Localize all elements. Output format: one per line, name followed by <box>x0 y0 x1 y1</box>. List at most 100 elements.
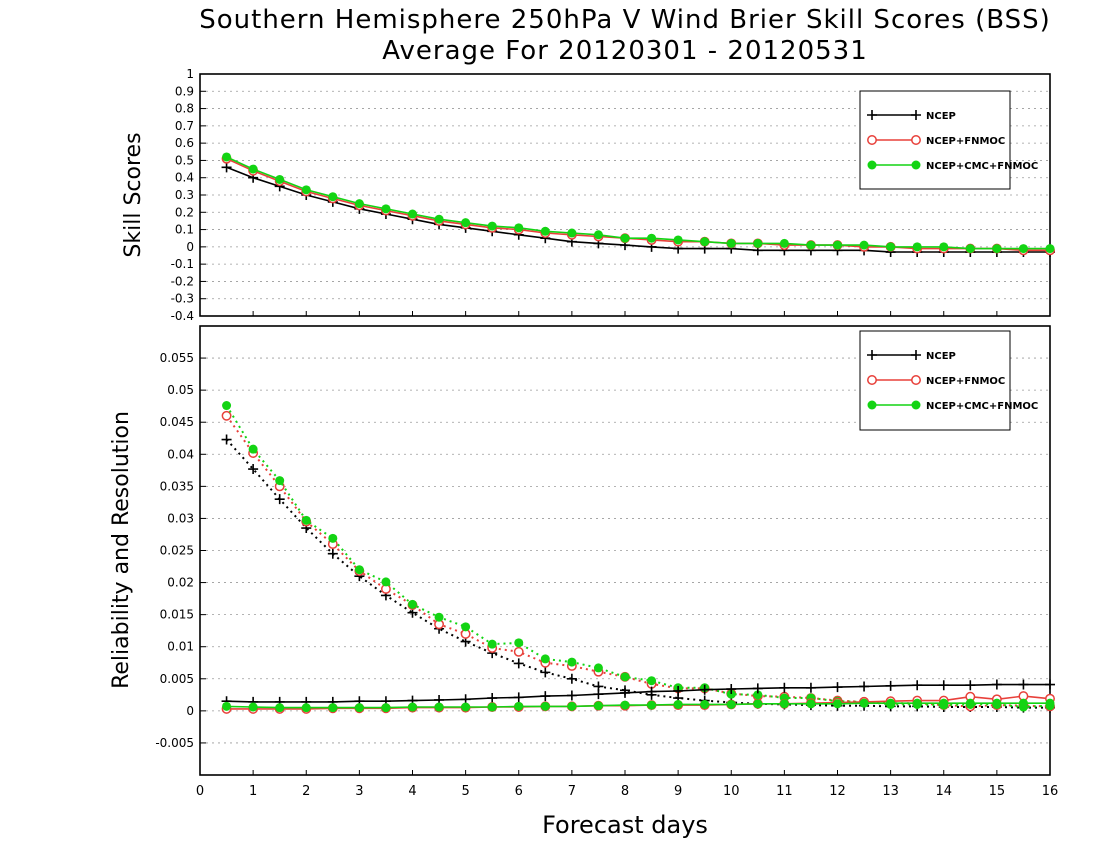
x-tick-label: 11 <box>776 784 793 799</box>
data-point <box>434 214 444 224</box>
y-tick-label: 0.045 <box>160 415 194 429</box>
legend: NCEP NCEP+FNMOC NCEP+CMC+FNMOC <box>859 90 1038 190</box>
data-point <box>726 238 736 248</box>
y-tick-label: 0 <box>186 704 194 718</box>
data-point <box>381 703 391 713</box>
y-tick-label: -0.005 <box>155 736 194 750</box>
data-point <box>833 240 842 250</box>
data-point <box>647 233 657 243</box>
data-point <box>274 494 285 505</box>
data-point <box>381 204 391 214</box>
data-point <box>885 680 896 691</box>
data-point <box>912 242 922 252</box>
x-tick-label: 7 <box>568 784 576 799</box>
data-point <box>833 699 842 709</box>
data-point <box>726 689 736 699</box>
data-point <box>1045 679 1055 690</box>
data-point <box>646 686 657 697</box>
y-axis-label-skill: Skill Scores <box>121 132 146 257</box>
x-tick-label: 2 <box>302 784 310 799</box>
y-tick-label: 0.015 <box>160 608 194 622</box>
data-point <box>673 685 684 696</box>
y-tick-label: 0.9 <box>175 84 194 98</box>
x-tick-label: 5 <box>461 784 469 799</box>
data-point <box>726 684 737 695</box>
data-point <box>673 235 683 245</box>
data-point <box>514 638 524 648</box>
data-point <box>805 682 816 693</box>
legend-label: NCEP+CMC+FNMOC <box>926 401 1038 412</box>
legend-marker <box>911 110 921 120</box>
x-tick-label: 16 <box>1042 784 1059 799</box>
data-point <box>1018 679 1029 690</box>
x-tick-label: 0 <box>196 784 204 799</box>
data-point <box>328 703 338 713</box>
x-tick-label: 13 <box>882 784 899 799</box>
y-tick-label: 0.005 <box>160 672 194 686</box>
legend-marker <box>911 375 921 385</box>
legend-label: NCEP+FNMOC <box>926 376 1005 387</box>
data-point <box>593 701 603 711</box>
chart-title: Southern Hemisphere 250hPa V Wind Brier … <box>199 5 1051 35</box>
data-point <box>275 476 285 486</box>
data-point <box>620 672 630 682</box>
x-tick-label: 9 <box>674 784 682 799</box>
data-point <box>540 667 551 678</box>
y-tick-label: -0.3 <box>171 292 194 306</box>
data-point <box>248 164 258 174</box>
data-point <box>965 244 975 254</box>
y-tick-label: 0.04 <box>167 447 194 461</box>
data-point <box>328 533 338 543</box>
data-point <box>647 676 657 686</box>
y-tick-label: 0.02 <box>167 576 194 590</box>
y-tick-label: 0.2 <box>175 205 194 219</box>
chart-subtitle: Average For 20120301 - 20120531 <box>382 36 868 66</box>
data-point <box>779 699 789 709</box>
data-point <box>434 702 444 712</box>
panel-frame <box>199 73 1051 317</box>
data-point <box>248 702 258 712</box>
data-point <box>301 703 311 713</box>
data-point <box>673 699 683 709</box>
data-point <box>275 703 285 713</box>
legend: NCEP NCEP+FNMOC NCEP+CMC+FNMOC <box>859 330 1038 431</box>
x-tick-label: 6 <box>515 784 523 799</box>
legend-marker <box>911 400 921 410</box>
y-tick-label: -0.4 <box>171 309 194 323</box>
data-point <box>1045 244 1055 254</box>
data-point <box>886 698 896 708</box>
data-point <box>461 218 471 228</box>
data-point <box>301 515 311 525</box>
data-point <box>991 679 1002 690</box>
data-point <box>912 680 923 691</box>
legend-marker <box>867 350 877 360</box>
data-point <box>327 548 338 559</box>
data-point <box>965 698 975 708</box>
data-point <box>514 223 524 233</box>
x-tick-label: 14 <box>935 784 952 799</box>
data-point <box>461 702 471 712</box>
x-axis-label: Forecast days <box>542 811 708 839</box>
data-point <box>540 701 550 711</box>
data-point <box>779 238 789 248</box>
data-point <box>514 701 524 711</box>
y-tick-label: 0.4 <box>175 171 194 185</box>
data-point <box>487 702 497 712</box>
y-tick-label: -0.2 <box>171 274 194 288</box>
data-point <box>620 687 630 698</box>
series-ncep-fnmoc-resolution <box>221 410 1055 712</box>
data-point <box>221 434 232 445</box>
data-point <box>859 240 869 250</box>
data-point <box>699 684 710 695</box>
data-point <box>408 702 417 712</box>
data-point <box>620 233 630 243</box>
y-tick-label: 0.6 <box>175 136 194 150</box>
data-point <box>221 410 232 421</box>
data-point <box>540 654 550 664</box>
y-tick-label: 0.035 <box>160 479 194 493</box>
series-ncep-cmc-fnmoc-resolution <box>222 401 1055 712</box>
data-point <box>806 240 816 250</box>
data-point <box>487 693 498 704</box>
y-axis-label-reliability: Reliability and Resolution <box>109 411 134 689</box>
legend-label: NCEP+CMC+FNMOC <box>926 161 1038 172</box>
